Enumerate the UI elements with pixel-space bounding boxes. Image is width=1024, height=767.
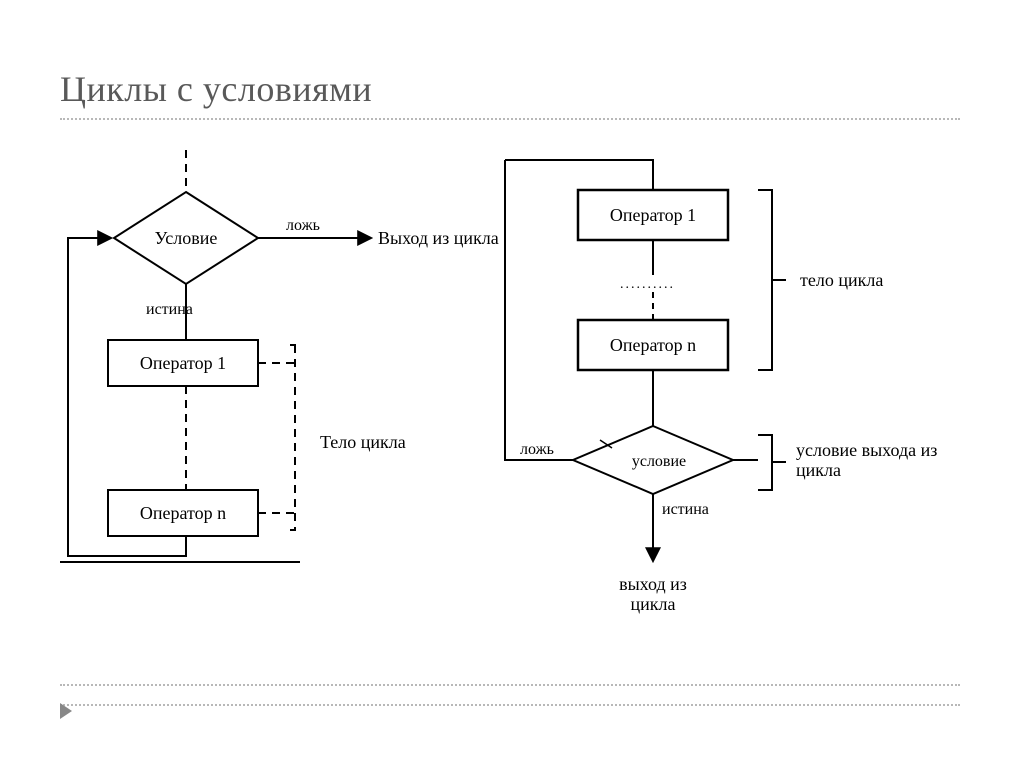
entry-loop-line [505, 160, 653, 190]
condition-text: Условие [155, 228, 218, 248]
cond-bracket-right [758, 435, 772, 490]
false-label-right: ложь [520, 441, 554, 458]
operatorn-text: Оператор n [140, 503, 226, 523]
operator1-text: Оператор 1 [140, 353, 226, 373]
condition-text-right: условие [632, 453, 686, 470]
exit-label-right-l1: выход из [619, 574, 687, 594]
cond-label-right-l1: условие выхода из [796, 440, 937, 460]
operator1-text-right: Оператор 1 [610, 205, 696, 225]
body-bracket-right [758, 190, 772, 370]
flowchart-svg: Условие ложь Выход из цикла истина Опера… [0, 0, 1024, 767]
left-diagram-precondition: Условие ложь Выход из цикла истина Опера… [60, 150, 499, 562]
exit-label-right-l2: цикла [631, 594, 676, 614]
loopback-line-right [505, 160, 573, 460]
operatorn-text-right: Оператор n [610, 335, 696, 355]
exit-label: Выход из цикла [378, 228, 499, 248]
body-label: Тело цикла [320, 432, 406, 452]
false-label: ложь [286, 217, 320, 234]
slide: Циклы с условиями Условие ложь Выход из … [0, 0, 1024, 767]
cond-label-right-l2: цикла [796, 460, 841, 480]
true-label-right: истина [662, 501, 709, 518]
body-label-right: тело цикла [800, 270, 883, 290]
ellipsis-right: .......... [620, 277, 675, 292]
right-diagram-postcondition: Оператор 1 .......... Оператор n условие… [505, 160, 937, 614]
